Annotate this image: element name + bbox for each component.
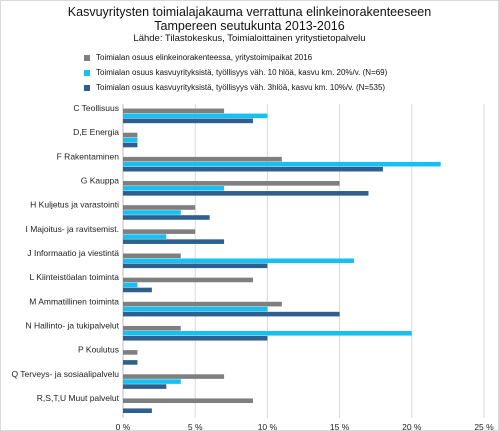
bar-4-series-3 xyxy=(123,215,210,220)
category-label-12: R,S,T,U Muut palvelut xyxy=(37,393,120,403)
bar-8-series-1 xyxy=(123,301,282,307)
bar-8-series-2 xyxy=(123,306,268,312)
bar-3-series-1 xyxy=(123,181,340,186)
bar-8-series-3 xyxy=(123,311,340,317)
x-tick-label-4: 20 % xyxy=(402,422,422,431)
bar-3-series-3 xyxy=(123,191,369,196)
category-label-7: L Kiinteistöalan toiminta xyxy=(30,272,120,282)
category-label-4: H Kuljetus ja varastointi xyxy=(30,200,119,210)
bar-10-series-3 xyxy=(123,360,138,365)
bar-1-series-1 xyxy=(123,132,138,138)
legend-swatch-series-1 xyxy=(84,54,90,61)
bar-2-series-2 xyxy=(123,161,441,167)
bar-4-series-2 xyxy=(123,210,181,215)
bar-9-series-1 xyxy=(123,325,181,331)
chart-title-line2: Tampereen seutukunta 2013-2016 xyxy=(154,19,345,33)
bar-1-series-2 xyxy=(123,137,138,143)
legend-label-series-1: Toimialan osuus elinkeinorakenteessa, yr… xyxy=(96,53,313,62)
bar-9-series-2 xyxy=(123,330,412,336)
bar-10-series-1 xyxy=(123,350,138,355)
category-label-6: J Informaatio ja viestintä xyxy=(27,248,119,258)
x-tick-label-5: 25 % xyxy=(474,422,494,431)
bar-0-series-2 xyxy=(123,113,268,119)
category-label-5: I Majoitus- ja ravitsemist. xyxy=(25,224,119,234)
chart-title-line1: Kasvuyritysten toimialajakauma verrattun… xyxy=(67,5,432,19)
bar-5-series-2 xyxy=(123,234,167,239)
category-label-11: Q Terveys- ja sosiaalipalvelu xyxy=(11,369,119,379)
legend-item-series-2: Toimialan osuus kasvuyrityksistä, työlli… xyxy=(84,65,387,80)
bar-7-series-3 xyxy=(123,287,152,293)
chart-subtitle: Lähde: Tilastokeskus, Toimialoittainen y… xyxy=(133,33,366,44)
bar-0-series-1 xyxy=(123,108,225,114)
x-tick-label-3: 15 % xyxy=(330,422,350,431)
legend-item-series-3: Toimialan osuus kasvuyrityksistä, työlli… xyxy=(84,80,387,95)
bar-11-series-1 xyxy=(123,374,225,379)
legend-label-series-3: Toimialan osuus kasvuyrityksistä, työlli… xyxy=(96,83,386,92)
bar-2-series-1 xyxy=(123,156,282,162)
category-label-10: P Koulutus xyxy=(78,345,119,355)
category-label-8: M Ammatillinen toiminta xyxy=(29,296,119,306)
legend-swatch-series-2 xyxy=(84,69,90,76)
bar-12-series-1 xyxy=(123,398,253,404)
bar-3-series-2 xyxy=(123,186,225,191)
bar-9-series-3 xyxy=(123,335,268,341)
legend-swatch-series-3 xyxy=(84,84,90,91)
x-tick-label-2: 10 % xyxy=(258,422,278,431)
bar-7-series-2 xyxy=(123,282,138,288)
bar-12-series-3 xyxy=(123,408,152,414)
bar-6-series-1 xyxy=(123,253,181,259)
category-label-3: G Kauppa xyxy=(81,176,120,186)
category-label-9: N Hallinto- ja tukipalvelut xyxy=(25,320,119,330)
bar-6-series-3 xyxy=(123,263,268,269)
x-tick-label-1: 5 % xyxy=(188,422,203,431)
category-label-1: D,E Energia xyxy=(73,127,119,137)
category-label-2: F Rakentaminen xyxy=(57,151,120,161)
bar-1-series-3 xyxy=(123,142,138,148)
bar-7-series-1 xyxy=(123,277,253,283)
legend-label-series-2: Toimialan osuus kasvuyrityksistä, työlli… xyxy=(96,68,388,77)
bar-11-series-2 xyxy=(123,379,181,384)
chart-legend: Toimialan osuus elinkeinorakenteessa, yr… xyxy=(84,50,387,95)
legend-item-series-1: Toimialan osuus elinkeinorakenteessa, yr… xyxy=(84,50,387,65)
bar-0-series-3 xyxy=(123,118,253,124)
bar-5-series-1 xyxy=(123,229,196,234)
bar-11-series-3 xyxy=(123,384,167,389)
bar-2-series-3 xyxy=(123,166,383,172)
bar-6-series-2 xyxy=(123,258,355,264)
bar-5-series-3 xyxy=(123,239,225,244)
bar-4-series-1 xyxy=(123,205,196,210)
category-label-0: C Teollisuus xyxy=(73,103,119,113)
x-tick-label-0: 0 % xyxy=(116,422,131,431)
